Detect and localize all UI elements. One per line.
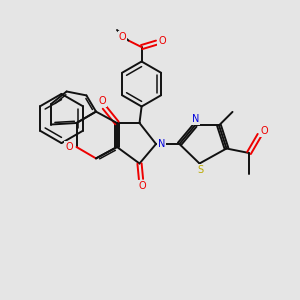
Text: N: N [192,114,199,124]
Text: S: S [197,165,203,175]
Text: O: O [158,36,166,46]
Text: O: O [65,142,73,152]
Text: O: O [118,32,126,42]
Text: O: O [98,96,106,106]
Text: N: N [158,139,165,149]
Text: O: O [139,181,146,191]
Text: O: O [260,126,268,136]
